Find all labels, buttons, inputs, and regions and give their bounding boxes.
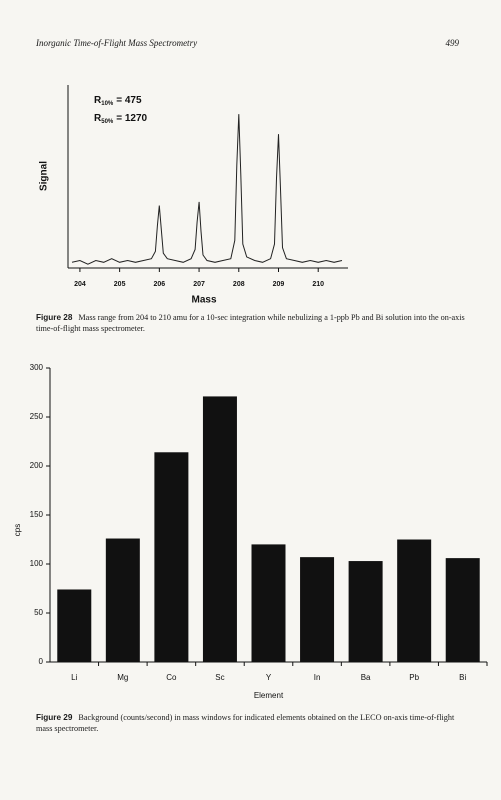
x-tick-label: 208 xyxy=(233,281,245,288)
annotation-symbol: R xyxy=(94,113,102,124)
annotation-symbol: R xyxy=(94,95,102,106)
x-tick-label: 205 xyxy=(114,281,126,288)
x-tick-label: 207 xyxy=(193,281,205,288)
y-tick-label: 300 xyxy=(30,363,44,372)
y-axis-label: cps xyxy=(13,524,22,536)
running-head: Inorganic Time-of-Flight Mass Spectromet… xyxy=(36,38,198,48)
bar xyxy=(300,557,335,662)
x-tick-label: Bi xyxy=(459,673,466,682)
x-tick-label: Ba xyxy=(361,673,371,682)
bar xyxy=(348,561,383,662)
y-tick-label: 200 xyxy=(30,461,44,470)
spectrum-line xyxy=(71,114,343,265)
y-tick-label: 100 xyxy=(30,559,44,568)
y-tick-label: 250 xyxy=(30,412,44,421)
figure-29-caption: Figure 29 Background (counts/second) in m… xyxy=(36,712,468,734)
bar xyxy=(154,452,189,662)
x-tick-label: Pb xyxy=(409,673,419,682)
x-tick-label: 209 xyxy=(273,281,285,288)
bar xyxy=(202,396,237,662)
annotation-subscript: 50% xyxy=(101,119,114,125)
figure-28-caption: Figure 28 Mass range from 204 to 210 amu … xyxy=(36,312,468,334)
caption-text: Mass range from 204 to 210 amu for a 10-… xyxy=(36,313,465,333)
bar xyxy=(397,539,432,662)
page-number: 499 xyxy=(445,38,460,48)
caption-label: Figure 29 xyxy=(36,713,73,722)
y-tick-label: 150 xyxy=(30,510,44,519)
x-tick-label: In xyxy=(314,673,321,682)
y-axis-label: Signal xyxy=(39,161,50,191)
x-tick-label: Co xyxy=(166,673,177,682)
annotation-subscript: 10% xyxy=(101,101,114,107)
x-tick-label: 206 xyxy=(154,281,166,288)
x-axis-label: Mass xyxy=(191,295,216,306)
annotation-value: = 1270 xyxy=(116,113,147,124)
x-axis-label: Element xyxy=(254,691,284,700)
annotation: R10% = 475 xyxy=(94,95,142,107)
caption-label: Figure 28 xyxy=(36,313,73,322)
bar xyxy=(57,589,92,662)
y-tick-label: 0 xyxy=(39,657,44,666)
bar xyxy=(445,558,480,662)
bar xyxy=(251,544,286,662)
x-tick-label: 210 xyxy=(312,281,324,288)
x-tick-label: Li xyxy=(71,673,77,682)
bar xyxy=(105,538,140,662)
annotation: R50% = 1270 xyxy=(94,113,148,125)
annotation-value: = 475 xyxy=(116,95,142,106)
y-tick-label: 50 xyxy=(34,608,43,617)
x-tick-label: Y xyxy=(266,673,272,682)
x-tick-label: Sc xyxy=(215,673,224,682)
x-tick-label: Mg xyxy=(117,673,128,682)
x-tick-label: 204 xyxy=(74,281,86,288)
caption-text: Background (counts/second) in mass windo… xyxy=(36,713,455,733)
figure-29-chart: 0 50 100 150 200 250 300 Li Mg Co Sc Y In Ba Pb Bi Eleme… xyxy=(13,363,488,700)
